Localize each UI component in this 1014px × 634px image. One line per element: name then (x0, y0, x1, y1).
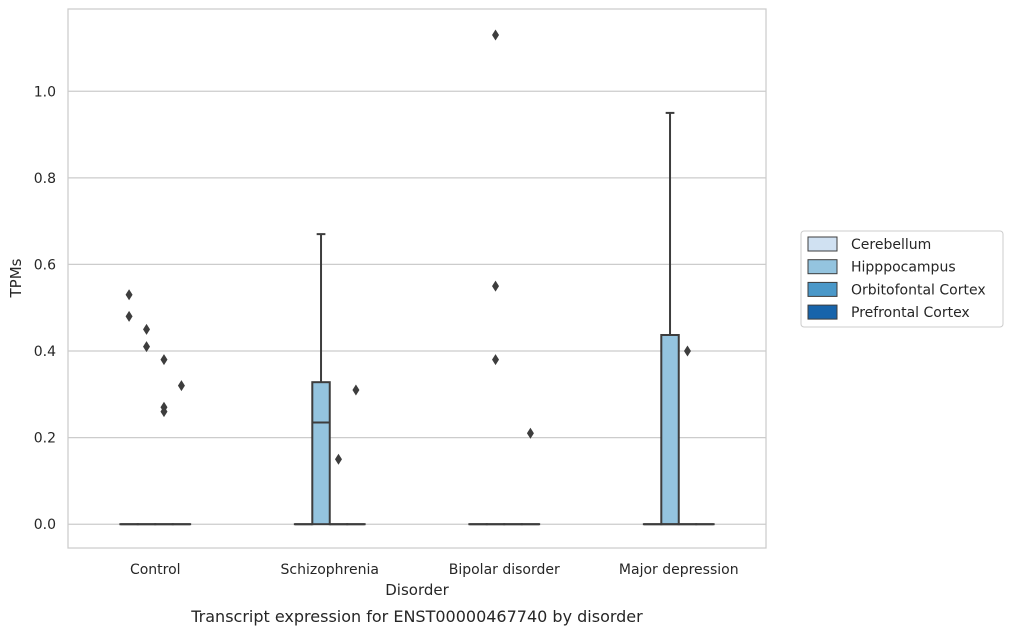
legend-label: Orbitofontal Cortex (851, 282, 986, 298)
x-tick-label: Control (130, 562, 181, 578)
outlier-point (143, 341, 151, 353)
x-tick-label: Major depression (619, 562, 739, 578)
box-control-prefrontal-cortex (171, 380, 192, 526)
box-schizophrenia-prefrontal-cortex (346, 384, 366, 526)
box-bipolar-disorder-hipppocampus (485, 29, 506, 526)
legend-swatch (807, 236, 838, 252)
legend-label: Prefrontal Cortex (851, 305, 970, 321)
y-tick-label: 0.2 (34, 431, 56, 447)
outlier-point (160, 354, 168, 366)
x-axis-label: Disorder (385, 581, 449, 599)
outlier-point (492, 354, 500, 366)
y-tick-label: 0.0 (34, 517, 56, 533)
y-axis-label: TPMs (7, 258, 25, 298)
outlier-point (526, 427, 534, 439)
box-bipolar-disorder-prefrontal-cortex (520, 427, 541, 526)
outlier-point (352, 384, 360, 396)
box-control-hipppocampus (136, 323, 157, 526)
y-tick-label: 0.4 (34, 344, 56, 360)
box-major-depression-hipppocampus (660, 111, 680, 526)
outlier-point (125, 289, 133, 301)
chart-caption: Transcript expression for ENST0000046774… (190, 607, 643, 626)
x-tick-label: Bipolar disorder (449, 562, 560, 578)
outlier-point (143, 323, 151, 335)
x-tick-label: Schizophrenia (281, 562, 379, 578)
x-axis-ticks: Control Schizophrenia Bipolar disorder Majo… (130, 562, 739, 578)
legend-frame (800, 230, 1004, 328)
outlier-point (492, 29, 500, 41)
plot-area (67, 8, 767, 549)
box-body (311, 381, 331, 526)
outlier-point (683, 345, 691, 357)
outlier-point (160, 406, 168, 418)
box-schizophrenia-hipppocampus (311, 233, 331, 526)
y-axis-ticks: 0.0 0.2 0.4 0.6 0.8 1.0 (34, 84, 56, 533)
legend: Cerebellum Hipppocampus Orbitofontal Corte… (800, 230, 1004, 328)
outlier-point (334, 453, 342, 465)
legend-label: Hipppocampus (851, 260, 956, 276)
y-tick-label: 0.6 (34, 257, 56, 273)
legend-swatch (807, 304, 838, 320)
y-tick-label: 0.8 (34, 171, 56, 187)
outlier-point (492, 280, 500, 292)
legend-swatch (807, 281, 838, 297)
box-series (119, 29, 715, 526)
box-body (660, 333, 680, 526)
outlier-point (125, 310, 133, 322)
outlier-point (177, 380, 185, 392)
y-tick-label: 1.0 (34, 84, 56, 100)
legend-label: Cerebellum (851, 237, 931, 253)
legend-swatch (807, 259, 838, 275)
box-schizophrenia-orbitofontal-cortex (328, 453, 349, 526)
